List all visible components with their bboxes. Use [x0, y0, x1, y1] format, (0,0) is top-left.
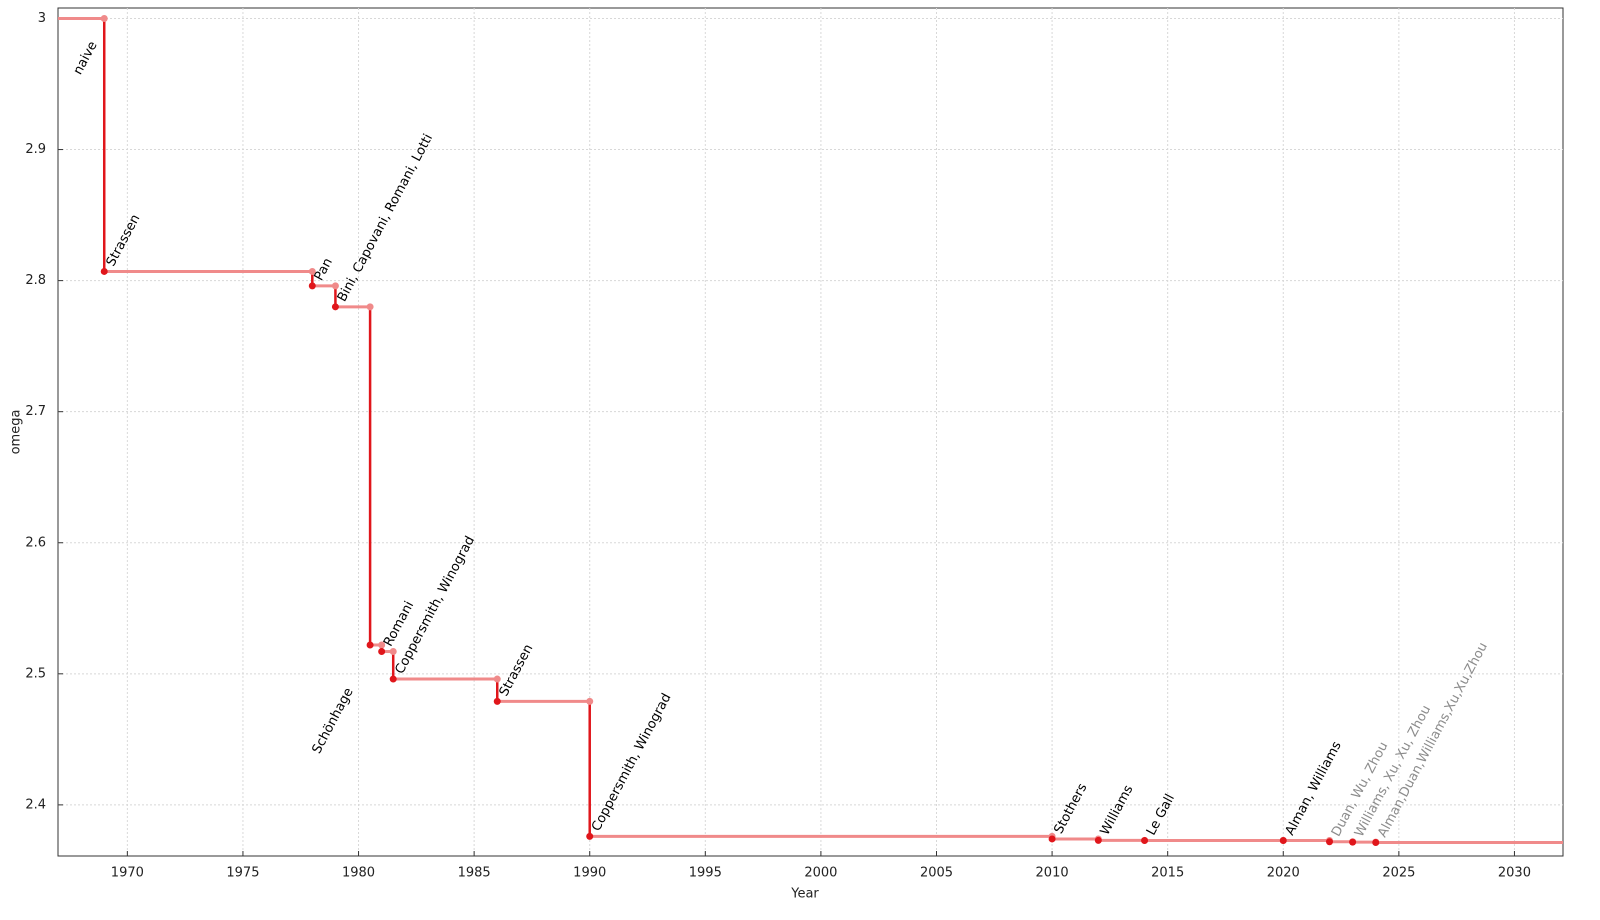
point-label: Strassen: [497, 642, 537, 699]
corner-point: [100, 14, 108, 22]
y-tick-label: 3: [38, 11, 46, 26]
data-point: [1279, 837, 1287, 845]
data-point: [1349, 838, 1357, 846]
data-point: [308, 282, 316, 290]
x-tick-label: 1970: [111, 866, 144, 881]
data-point: [366, 641, 374, 649]
point-label: Coppersmith, Winograd: [589, 691, 674, 834]
corner-point: [586, 697, 594, 705]
x-tick-label: 1980: [342, 866, 375, 881]
y-tick-label: 2.8: [25, 273, 46, 288]
x-tick-label: 2020: [1267, 866, 1300, 881]
corner-point: [366, 303, 374, 311]
point-label: naive: [71, 39, 101, 77]
y-tick-label: 2.7: [25, 404, 46, 419]
x-tick-label: 2025: [1382, 866, 1415, 881]
x-tick-label: 1985: [458, 866, 491, 881]
data-point: [493, 697, 501, 705]
x-tick-label: 1990: [573, 866, 606, 881]
corner-point: [378, 641, 386, 649]
data-point: [1372, 839, 1380, 847]
point-label: Strassen: [104, 212, 144, 269]
corner-point: [493, 675, 501, 683]
y-tick-label: 2.4: [25, 797, 46, 812]
data-point: [100, 267, 108, 275]
y-axis-label: omega: [9, 410, 24, 455]
y-tick-label: 2.9: [25, 142, 46, 157]
plot-frame: [57, 7, 1564, 857]
x-tick-label: 2000: [804, 866, 837, 881]
data-point: [378, 648, 386, 656]
x-axis-label: Year: [790, 887, 819, 902]
data-point: [1141, 837, 1149, 845]
data-point: [1094, 836, 1102, 844]
point-label: Alman,Duan,Williams,Xu,Xu,Zhou: [1375, 640, 1491, 840]
data-point: [586, 832, 594, 840]
data-point: [331, 303, 339, 311]
x-tick-label: 2015: [1151, 866, 1184, 881]
x-tick-label: 2010: [1036, 866, 1069, 881]
corner-point: [389, 648, 397, 656]
x-tick-label: 1975: [226, 866, 259, 881]
y-tick-label: 2.5: [25, 666, 46, 681]
data-point: [389, 675, 397, 683]
point-label: Bini, Capovani, Romani, Lotti: [335, 132, 436, 305]
corner-point: [308, 267, 316, 275]
x-tick-label: 1995: [689, 866, 722, 881]
x-tick-label: 2005: [920, 866, 953, 881]
point-label: Pan: [312, 256, 336, 284]
corner-point: [331, 282, 339, 290]
data-point: [1326, 838, 1334, 846]
point-label: Williams: [1098, 783, 1137, 838]
point-label: Schönhage: [310, 685, 357, 756]
data-point: [1048, 835, 1056, 843]
point-label: Stothers: [1051, 781, 1090, 837]
point-label: Le Gall: [1144, 792, 1178, 838]
x-tick-label: 2030: [1498, 866, 1531, 881]
y-tick-label: 2.6: [25, 535, 46, 550]
